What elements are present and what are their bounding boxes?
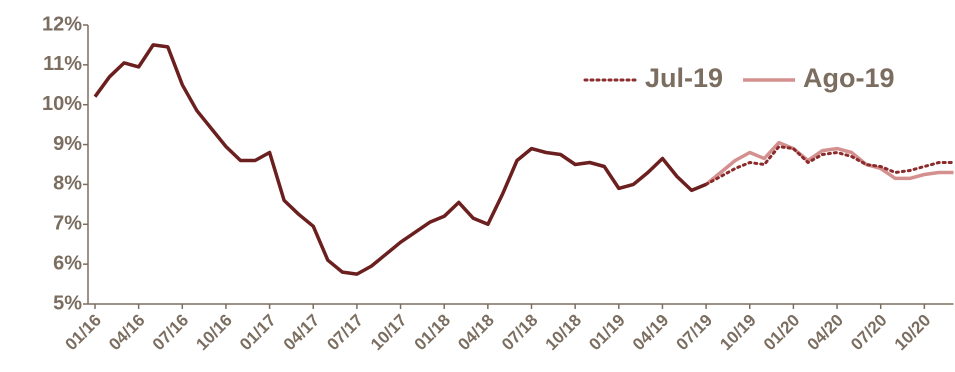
x-tick-label: 04/17 — [280, 311, 324, 355]
x-tick-label: 04/19 — [629, 311, 673, 355]
x-tick-label: 10/18 — [542, 311, 586, 355]
x-tick-label: 07/16 — [149, 311, 193, 355]
y-tick-label: 8% — [53, 173, 82, 195]
y-tick-label: 7% — [53, 213, 82, 235]
x-tick-label: 04/16 — [105, 311, 149, 355]
x-tick-label: 01/20 — [760, 311, 804, 355]
series-line — [704, 140, 954, 186]
x-tick-label: 10/20 — [891, 311, 935, 355]
y-tick-label: 6% — [53, 252, 82, 274]
x-tick-label: 07/17 — [323, 311, 367, 355]
x-tick-label: 01/16 — [61, 311, 105, 355]
x-tick-label: 01/18 — [411, 311, 455, 355]
x-tick-label: 04/18 — [454, 311, 498, 355]
y-tick-label: 9% — [53, 133, 82, 155]
x-tick-label: 07/20 — [847, 311, 891, 355]
y-tick-label: 10% — [42, 93, 82, 115]
x-tick-label: 10/19 — [716, 311, 760, 355]
legend-label: Ago-19 — [803, 63, 895, 93]
y-tick-label: 5% — [53, 292, 82, 314]
legend-label: Jul-19 — [645, 63, 723, 93]
x-tick-label: 10/16 — [192, 311, 236, 355]
x-tick-label: 01/19 — [585, 311, 629, 355]
x-tick-label: 07/18 — [498, 311, 542, 355]
x-tick-label: 07/19 — [673, 311, 717, 355]
y-tick-label: 12% — [42, 13, 82, 35]
x-tick-label: 01/17 — [236, 311, 280, 355]
series-line — [704, 145, 955, 186]
x-tick-label: 10/17 — [367, 311, 411, 355]
y-tick-label: 11% — [43, 53, 82, 75]
x-tick-label: 04/20 — [804, 311, 848, 355]
series-line — [93, 43, 707, 276]
